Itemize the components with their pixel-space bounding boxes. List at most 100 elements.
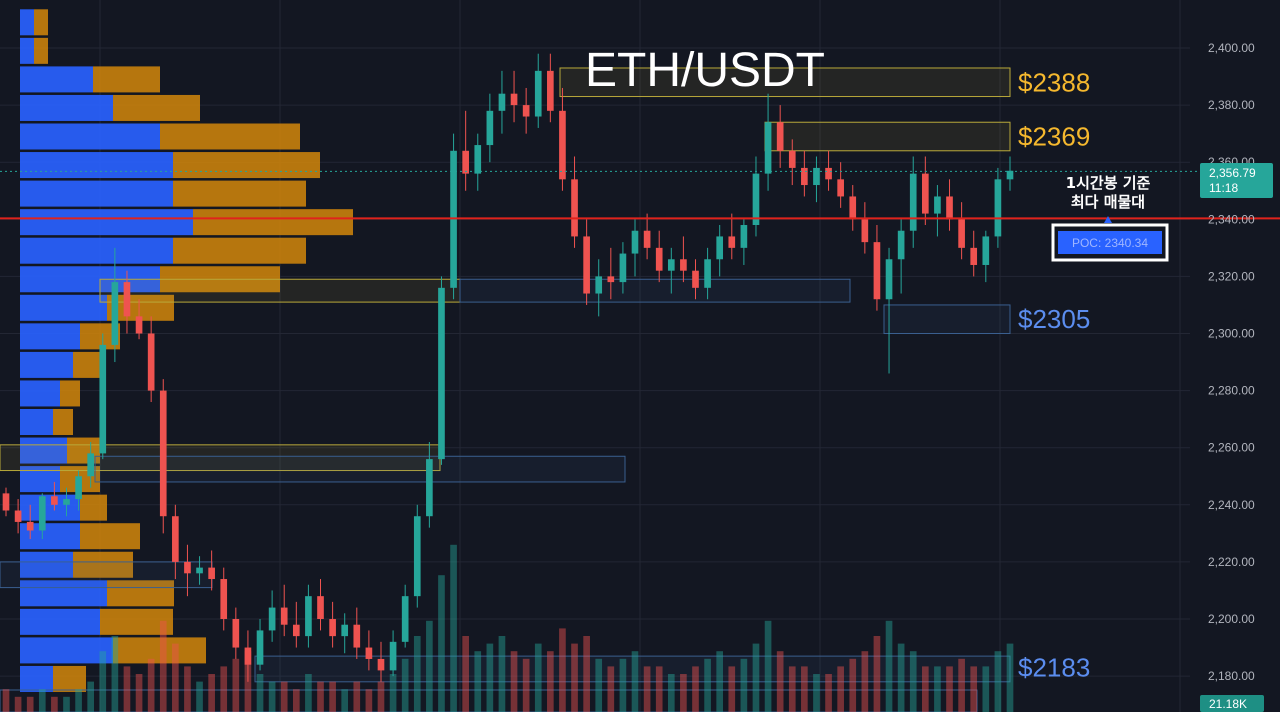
profile-sell-bar — [80, 523, 140, 550]
volume-bar — [232, 658, 240, 712]
volume-bar — [849, 658, 857, 712]
profile-sell-bar — [34, 9, 48, 36]
volume-bar — [534, 643, 542, 712]
volume-bar — [99, 651, 107, 712]
poc-box — [1058, 231, 1162, 254]
profile-buy-bar — [20, 123, 160, 150]
candle-body — [728, 236, 736, 248]
volume-badge-label: 21.18K — [1209, 697, 1247, 711]
price-zone — [764, 121, 1011, 152]
volume-bar — [184, 666, 191, 712]
candle-body — [692, 270, 699, 288]
volume-bar — [2, 689, 10, 712]
candle-body — [26, 521, 34, 531]
y-tick-label: 2,180.00 — [1208, 669, 1255, 683]
volume-bar — [716, 651, 724, 712]
volume-bar — [921, 666, 929, 712]
candle-body — [305, 596, 312, 637]
y-tick-label: 2,340.00 — [1208, 212, 1255, 226]
price-zone — [459, 278, 851, 303]
candle-body — [280, 607, 288, 625]
profile-buy-bar — [20, 209, 193, 236]
volume-bar — [426, 620, 433, 712]
volume-bar — [522, 658, 530, 712]
candle-body — [184, 561, 191, 574]
profile-buy-bar — [20, 66, 93, 93]
candle-body — [426, 459, 433, 517]
volume-bar — [220, 666, 228, 712]
poc-line-group — [0, 170, 1280, 220]
volume-bar — [752, 643, 760, 712]
price-zone — [559, 67, 1011, 98]
profile-sell-bar — [113, 94, 200, 121]
y-tick-label: 2,240.00 — [1208, 498, 1255, 512]
profile-sell-bar — [160, 123, 300, 150]
volume-bar — [861, 651, 869, 712]
price-zone — [99, 278, 461, 303]
volume-bar — [474, 651, 482, 712]
profile-sell-bar — [173, 237, 306, 264]
poc-box-frame — [1051, 223, 1169, 262]
volume-bar — [123, 666, 131, 712]
volume-bar — [159, 620, 167, 712]
candle-body — [135, 316, 143, 334]
profile-buy-bar — [20, 94, 113, 121]
volume-bar — [353, 681, 361, 712]
profile-sell-bar — [173, 180, 306, 207]
candle-body — [801, 167, 808, 186]
candle-body — [667, 259, 675, 271]
candle-body — [438, 287, 445, 460]
candle-body — [413, 516, 421, 597]
y-tick-label: 2,380.00 — [1208, 98, 1255, 112]
profile-buy-bar — [20, 409, 53, 436]
candle-body — [885, 259, 893, 300]
y-tick-label: 2,220.00 — [1208, 555, 1255, 569]
volume-bar — [1006, 643, 1014, 712]
candle-body — [776, 122, 784, 151]
volume-bar — [958, 658, 965, 712]
profile-sell-bar — [107, 580, 174, 607]
profile-buy-bar — [20, 351, 73, 378]
candle-body — [655, 247, 663, 271]
profile-buy-bar — [20, 180, 173, 207]
volume-bar — [740, 658, 748, 712]
candle-body — [813, 167, 820, 186]
volume-bar — [559, 628, 566, 712]
candle-body — [970, 247, 978, 265]
candle-body — [534, 70, 542, 117]
profile-sell-bar — [53, 665, 86, 692]
volume-bar — [365, 689, 373, 712]
candle-body — [994, 179, 1002, 237]
volume-bar — [14, 696, 22, 712]
profile-sell-bar — [100, 608, 173, 635]
candle-body — [740, 225, 748, 248]
price-zone — [0, 689, 978, 712]
candle-body — [583, 236, 590, 294]
candle-body — [462, 150, 469, 174]
profile-sell-bar — [93, 66, 160, 93]
candle-body — [63, 499, 70, 505]
level-label: $2369 — [1018, 122, 1090, 152]
poc-caption-pointer-icon — [1104, 216, 1112, 223]
profile-buy-bar — [20, 608, 100, 635]
volume-bar — [788, 666, 796, 712]
candle-body — [619, 253, 627, 283]
profile-buy-bar — [20, 380, 60, 407]
volume-bar — [329, 681, 336, 712]
current-price-badge — [1200, 163, 1273, 198]
volume-bar — [51, 696, 58, 712]
profile-sell-bar — [53, 409, 73, 436]
profile-sell-bar — [80, 494, 107, 521]
candle-body — [268, 607, 276, 631]
candle-body — [982, 236, 990, 265]
profile-sell-bar — [113, 637, 206, 664]
volume-bar — [510, 651, 518, 712]
profile-buy-bar — [20, 580, 107, 607]
volume-bar — [607, 666, 615, 712]
volume-bar — [704, 658, 711, 712]
volume-bar — [413, 636, 421, 712]
candle-body — [256, 630, 264, 665]
y-tick-label: 2,200.00 — [1208, 612, 1255, 626]
candle-body — [401, 596, 409, 642]
